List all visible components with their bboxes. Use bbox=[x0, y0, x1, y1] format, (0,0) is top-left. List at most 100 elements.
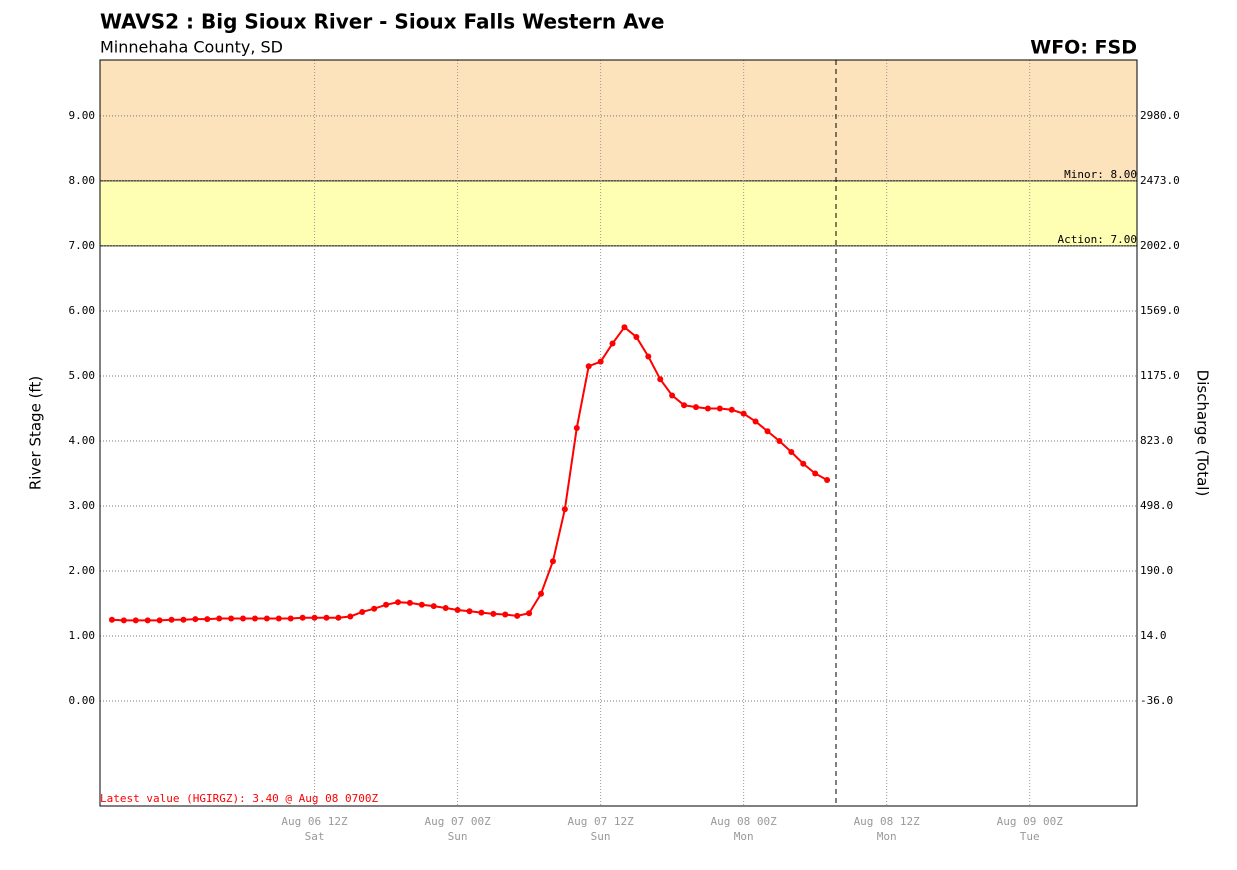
data-point bbox=[561, 506, 568, 513]
data-point bbox=[359, 608, 366, 615]
data-point bbox=[120, 617, 127, 624]
data-point bbox=[430, 603, 437, 610]
office: WFO: FSD bbox=[1030, 37, 1137, 59]
threshold-label: Minor: 8.00 bbox=[1064, 168, 1137, 181]
data-point bbox=[335, 614, 342, 621]
data-point bbox=[406, 599, 413, 606]
data-point bbox=[728, 406, 735, 413]
y2-tick-label: -36.0 bbox=[1140, 694, 1173, 707]
data-point bbox=[502, 611, 509, 618]
annotation: Latest value (HGIRGZ): 3.40 @ Aug 08 070… bbox=[100, 792, 379, 805]
data-point bbox=[263, 615, 270, 622]
y2-tick-label: 2473.0 bbox=[1140, 174, 1180, 187]
threshold-band bbox=[100, 60, 1137, 181]
data-point bbox=[466, 608, 473, 615]
x-tick-day: Mon bbox=[734, 830, 754, 843]
subtitle: Minnehaha County, SD bbox=[100, 38, 283, 57]
y-tick-label: 7.00 bbox=[69, 239, 96, 252]
data-point bbox=[824, 476, 831, 483]
x-tick-day: Sat bbox=[305, 830, 325, 843]
data-point bbox=[538, 590, 545, 597]
data-point bbox=[633, 333, 640, 340]
y-tick-label: 3.00 bbox=[69, 499, 96, 512]
data-point bbox=[621, 324, 628, 331]
chart-title: WAVS2 : Big Sioux River - Sioux Falls We… bbox=[100, 10, 664, 34]
y2-axis-label: Discharge (Total) bbox=[1194, 370, 1212, 497]
data-point bbox=[764, 428, 771, 435]
x-tick-label: Aug 08 12Z bbox=[854, 815, 921, 828]
data-point bbox=[490, 610, 497, 617]
data-point bbox=[418, 601, 425, 608]
data-point bbox=[251, 615, 258, 622]
y2-tick-label: 498.0 bbox=[1140, 499, 1173, 512]
threshold-label: Action: 7.00 bbox=[1058, 233, 1137, 246]
x-tick-label: Aug 08 00Z bbox=[711, 815, 778, 828]
y-axis-label: River Stage (ft) bbox=[27, 376, 45, 490]
y-tick-label: 0.00 bbox=[69, 694, 96, 707]
y2-tick-label: 1175.0 bbox=[1140, 369, 1180, 382]
data-point bbox=[442, 605, 449, 612]
data-point bbox=[716, 405, 723, 412]
data-point bbox=[371, 605, 378, 612]
data-point bbox=[108, 616, 115, 623]
y2-tick-label: 823.0 bbox=[1140, 434, 1173, 447]
data-point bbox=[383, 601, 390, 608]
data-point bbox=[776, 437, 783, 444]
x-tick-day: Sun bbox=[591, 830, 611, 843]
threshold-band bbox=[100, 180, 1137, 246]
data-point bbox=[752, 418, 759, 425]
y2-tick-label: 190.0 bbox=[1140, 564, 1173, 577]
data-point bbox=[204, 616, 211, 623]
y-tick-label: 1.00 bbox=[69, 629, 96, 642]
data-point bbox=[645, 353, 652, 360]
grid bbox=[100, 60, 1137, 806]
data-point bbox=[144, 617, 151, 624]
y2-tick-label: 1569.0 bbox=[1140, 304, 1180, 317]
x-tick-label: Aug 07 00Z bbox=[424, 815, 491, 828]
data-point bbox=[478, 609, 485, 616]
x-tick-label: Aug 06 12Z bbox=[281, 815, 348, 828]
data-point bbox=[180, 616, 187, 623]
x-tick-day: Sun bbox=[448, 830, 468, 843]
data-point bbox=[657, 376, 664, 383]
data-point bbox=[812, 470, 819, 477]
data-point bbox=[132, 617, 139, 624]
data-point bbox=[692, 404, 699, 411]
plot bbox=[108, 324, 831, 624]
data-point bbox=[788, 449, 795, 456]
bands: Action: 7.00 Minor: 8.00 bbox=[100, 60, 1137, 247]
data-point bbox=[573, 424, 580, 431]
data-point bbox=[526, 610, 533, 617]
data-point bbox=[287, 615, 294, 622]
data-point bbox=[681, 402, 688, 409]
data-point bbox=[704, 405, 711, 412]
data-point bbox=[669, 392, 676, 399]
y2-tick-label: 14.0 bbox=[1140, 629, 1167, 642]
data-point bbox=[454, 606, 461, 613]
data-point bbox=[549, 558, 556, 565]
y2-tick-label: 2980.0 bbox=[1140, 109, 1180, 122]
data-point bbox=[347, 613, 354, 620]
data-point bbox=[168, 616, 175, 623]
x-tick-label: Aug 09 00Z bbox=[997, 815, 1064, 828]
data-point bbox=[311, 614, 318, 621]
data-point bbox=[156, 617, 163, 624]
data-point bbox=[740, 410, 747, 417]
x-tick-label: Aug 07 12Z bbox=[568, 815, 635, 828]
data-point bbox=[585, 363, 592, 370]
data-point bbox=[609, 340, 616, 347]
data-point bbox=[394, 599, 401, 606]
data-point bbox=[597, 358, 604, 365]
data-point bbox=[192, 616, 199, 623]
x-tick-day: Tue bbox=[1020, 830, 1040, 843]
plot-frame bbox=[99, 59, 1138, 807]
y-tick-label: 9.00 bbox=[69, 109, 96, 122]
y-tick-label: 2.00 bbox=[69, 564, 96, 577]
y2-tick-label: 2002.0 bbox=[1140, 239, 1180, 252]
y-tick-label: 5.00 bbox=[69, 369, 96, 382]
data-point bbox=[228, 615, 235, 622]
y-tick-label: 8.00 bbox=[69, 174, 96, 187]
y-tick-label: 6.00 bbox=[69, 304, 96, 317]
data-point bbox=[299, 614, 306, 621]
